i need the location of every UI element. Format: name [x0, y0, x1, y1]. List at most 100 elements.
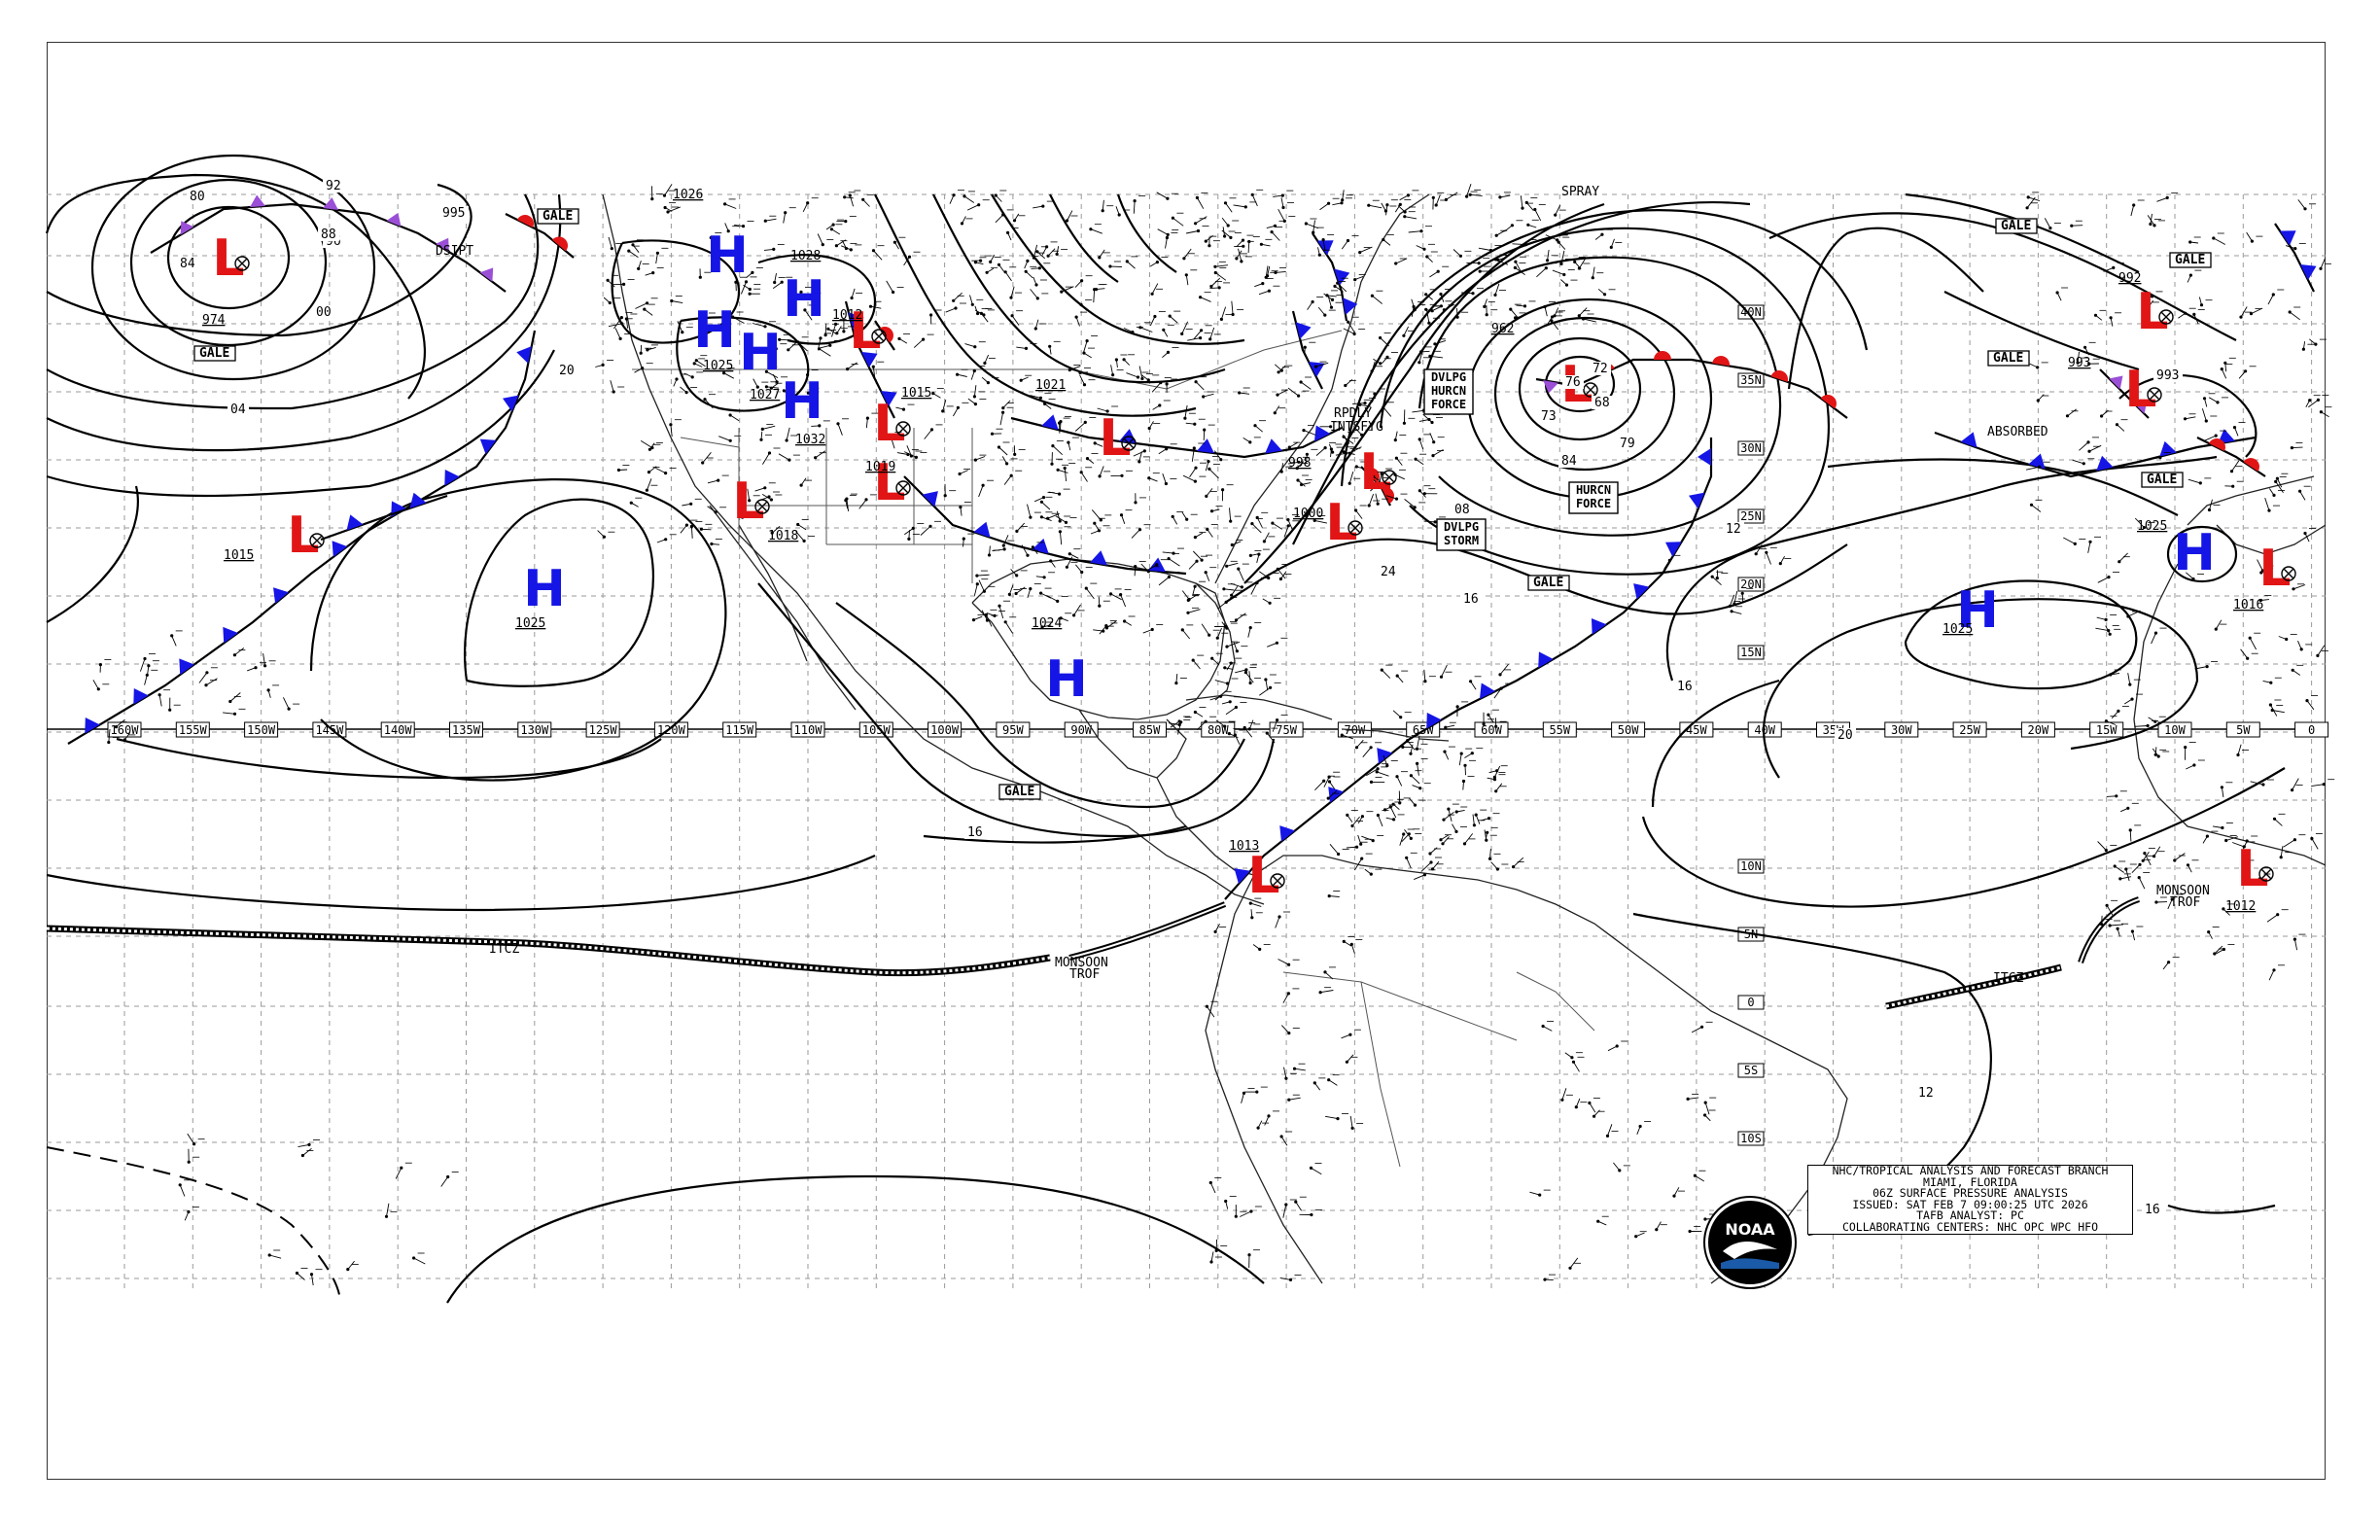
- wind-barb: [1187, 337, 1201, 341]
- wind-barb: [1348, 321, 1356, 334]
- wind-barb: [1041, 624, 1052, 628]
- high-pressure-center: H: [781, 372, 823, 431]
- latitude-tick-label: 20N: [1740, 578, 1762, 591]
- low-center-cross: [1383, 472, 1395, 483]
- station-plots: [92, 184, 2335, 1286]
- wind-barb: [1265, 679, 1269, 691]
- pressure-value: 1019: [865, 460, 895, 474]
- wind-barb: [1206, 488, 1213, 497]
- wind-barb: [1688, 1097, 1699, 1100]
- station-dot: [821, 243, 824, 247]
- wind-barb: [2274, 818, 2283, 826]
- pressure-value: 1012: [2225, 899, 2256, 914]
- wind-barb: [819, 348, 831, 357]
- wind-barb: [2106, 720, 2117, 725]
- wind-barb: [1368, 494, 1375, 507]
- wind-barb: [1209, 695, 1221, 701]
- wind-barb: [1080, 472, 1088, 482]
- wind-barb: [724, 223, 729, 231]
- isobar-label: 88: [321, 228, 336, 242]
- isobar-label: 24: [1381, 565, 1396, 579]
- wind-barb: [2305, 400, 2311, 408]
- isobar-label: 16: [2145, 1203, 2160, 1217]
- isobar-label: 80: [190, 190, 205, 204]
- station-dot: [1042, 576, 1046, 579]
- wind-barb: [1515, 315, 1523, 319]
- wind-barb: [386, 1203, 390, 1217]
- longitude-tick-box: [1611, 721, 1646, 738]
- station-dot: [1242, 244, 1245, 248]
- wind-barb: [1359, 403, 1372, 407]
- station-dot: [2087, 362, 2091, 366]
- isobar-label: 993: [2156, 368, 2179, 383]
- wind-barb: [2202, 835, 2208, 844]
- wind-barb: [1097, 407, 1108, 412]
- wind-barb: [1560, 250, 1565, 264]
- station-dot: [1186, 611, 1190, 614]
- isobar-labels: 0400969288848008121620247672687973849959…: [177, 179, 2183, 1217]
- wind-barb: [1106, 620, 1117, 629]
- wind-barb: [1192, 550, 1203, 561]
- pressure-value: 974: [202, 313, 226, 328]
- wind-barb: [1329, 895, 1340, 897]
- wind-barb: [1267, 642, 1278, 648]
- wind-barb: [1536, 267, 1547, 278]
- wind-barb: [1256, 517, 1263, 528]
- station-dot: [1444, 725, 1448, 729]
- wind-barb: [2269, 488, 2275, 496]
- wind-barb: [1181, 629, 1191, 640]
- wind-barb: [1083, 340, 1088, 353]
- wind-barb: [1429, 433, 1435, 442]
- station-dot: [650, 197, 654, 201]
- wind-barb: [683, 372, 693, 378]
- wind-barb: [1446, 192, 1458, 200]
- wind-barb: [903, 256, 910, 266]
- wind-barb: [906, 445, 912, 457]
- station-dot: [698, 275, 702, 279]
- noaa-logo: NOAA: [1705, 1198, 1795, 1287]
- wind-barb: [1478, 247, 1491, 251]
- wind-barb: [690, 526, 693, 539]
- wind-barb: [772, 281, 783, 289]
- title-line-3: 06Z SURFACE PRESSURE ANALYSIS: [1872, 1186, 2068, 1200]
- wind-barb: [1303, 430, 1316, 436]
- wind-barb: [1075, 564, 1083, 573]
- station-dot: [1340, 201, 1344, 205]
- wind-barb: [440, 1176, 449, 1187]
- wind-barb: [1371, 361, 1376, 371]
- longitude-tick-box: [1952, 721, 1987, 738]
- cold-front-triangle: [1234, 868, 1250, 885]
- station-dot: [772, 247, 776, 251]
- wind-barb: [1266, 225, 1276, 229]
- coastlines: [602, 193, 2327, 1284]
- warm-front-semicircle: [516, 214, 534, 228]
- wind-barb: [970, 370, 975, 380]
- wind-barb: [1406, 858, 1412, 869]
- wind-barb: [671, 300, 683, 304]
- wind-barb: [898, 338, 908, 344]
- low-pressure-center: L: [287, 507, 319, 565]
- wind-barb: [187, 1133, 194, 1144]
- wind-barb: [1578, 307, 1588, 317]
- station-dot: [1488, 857, 1492, 860]
- wind-barb: [831, 324, 837, 337]
- wind-barb: [2308, 400, 2319, 408]
- wind-barb: [825, 224, 834, 230]
- wind-barb: [1495, 783, 1503, 792]
- wind-barb: [1066, 556, 1073, 568]
- wind-barb: [664, 207, 673, 212]
- station-dot: [1273, 224, 1278, 228]
- wind-barb: [1326, 295, 1337, 298]
- wind-barb: [1452, 249, 1461, 257]
- wind-barb: [1032, 244, 1038, 259]
- wind-barb: [2209, 499, 2213, 510]
- latitude-tick-label: 25N: [1740, 509, 1762, 523]
- low-center-cross: [1123, 438, 1135, 449]
- gale-warning-label: GALE: [199, 346, 229, 361]
- low-pressure-center: L: [849, 302, 881, 361]
- wind-barb: [1241, 1093, 1244, 1103]
- wind-barb: [2234, 427, 2239, 437]
- wind-barb: [1395, 258, 1408, 264]
- wind-barb: [1422, 413, 1433, 423]
- wind-barb: [1403, 326, 1410, 336]
